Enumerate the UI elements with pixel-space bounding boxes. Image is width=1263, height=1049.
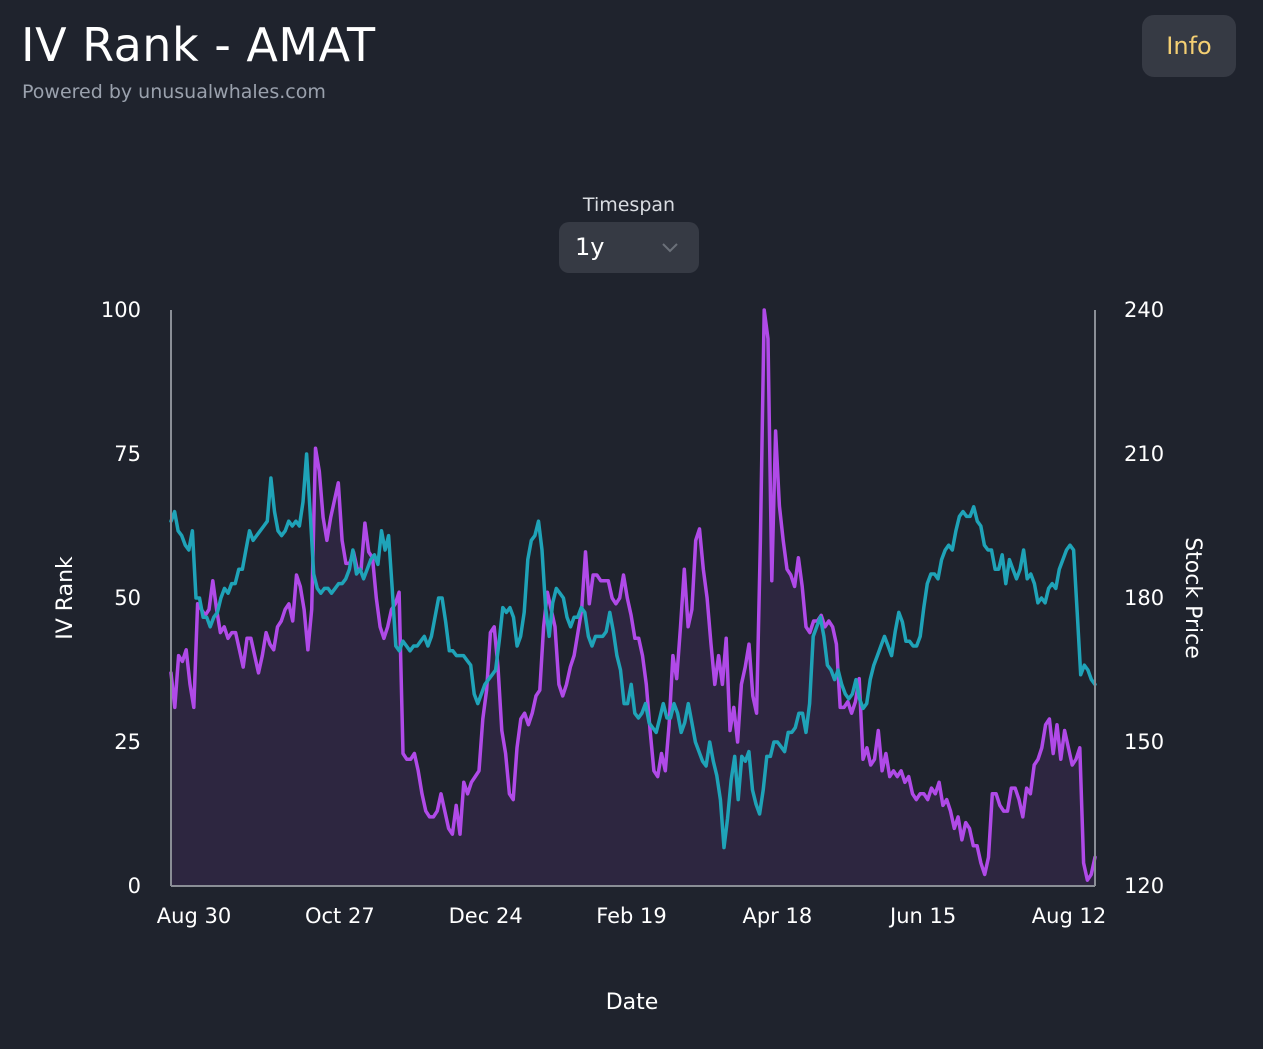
y-right-tick-label: 150 <box>1124 730 1164 754</box>
x-axis-ticks: Aug 30 Oct 27 Dec 24 Feb 19 Apr 18 Jun 15 Aug … <box>157 904 1106 928</box>
y-left-tick-label: 0 <box>128 874 141 898</box>
y-right-tick-label: 210 <box>1124 442 1164 466</box>
iv-rank-area <box>171 310 1095 886</box>
timespan-label: Timespan <box>582 194 676 216</box>
x-tick-label: Aug 12 <box>1032 904 1106 928</box>
y-right-tick-label: 180 <box>1124 586 1164 610</box>
timespan-value: 1y <box>575 233 605 261</box>
stock-price-line <box>169 452 1097 850</box>
x-axis-title: Date <box>606 990 659 1015</box>
x-tick-label: Aug 30 <box>157 904 231 928</box>
y-axis-right-title: Stock Price <box>1180 537 1205 659</box>
iv-rank-line <box>169 308 1097 882</box>
right-axis-ticks: 120 150 180 210 240 <box>1124 298 1164 898</box>
info-button[interactable]: Info <box>1142 15 1236 77</box>
series-layer <box>169 308 1097 886</box>
y-axis-left-title: IV Rank <box>53 556 78 640</box>
x-tick-label: Apr 18 <box>742 904 812 928</box>
left-axis-ticks: 0 25 50 75 100 <box>101 298 141 898</box>
y-right-tick-label: 120 <box>1124 874 1164 898</box>
x-tick-label: Dec 24 <box>449 904 523 928</box>
powered-by-subtitle: Powered by unusualwhales.com <box>22 81 326 103</box>
y-left-tick-label: 25 <box>114 730 141 754</box>
y-left-tick-label: 75 <box>114 442 141 466</box>
page-title: IV Rank - AMAT <box>21 18 376 72</box>
x-tick-label: Feb 19 <box>596 904 667 928</box>
y-left-tick-label: 100 <box>101 298 141 322</box>
x-tick-label: Oct 27 <box>305 904 375 928</box>
y-right-tick-label: 240 <box>1124 298 1164 322</box>
timespan-select[interactable]: 1y <box>559 222 699 273</box>
y-left-tick-label: 50 <box>114 586 141 610</box>
x-tick-label: Jun 15 <box>888 904 956 928</box>
chevron-down-icon <box>662 243 678 253</box>
